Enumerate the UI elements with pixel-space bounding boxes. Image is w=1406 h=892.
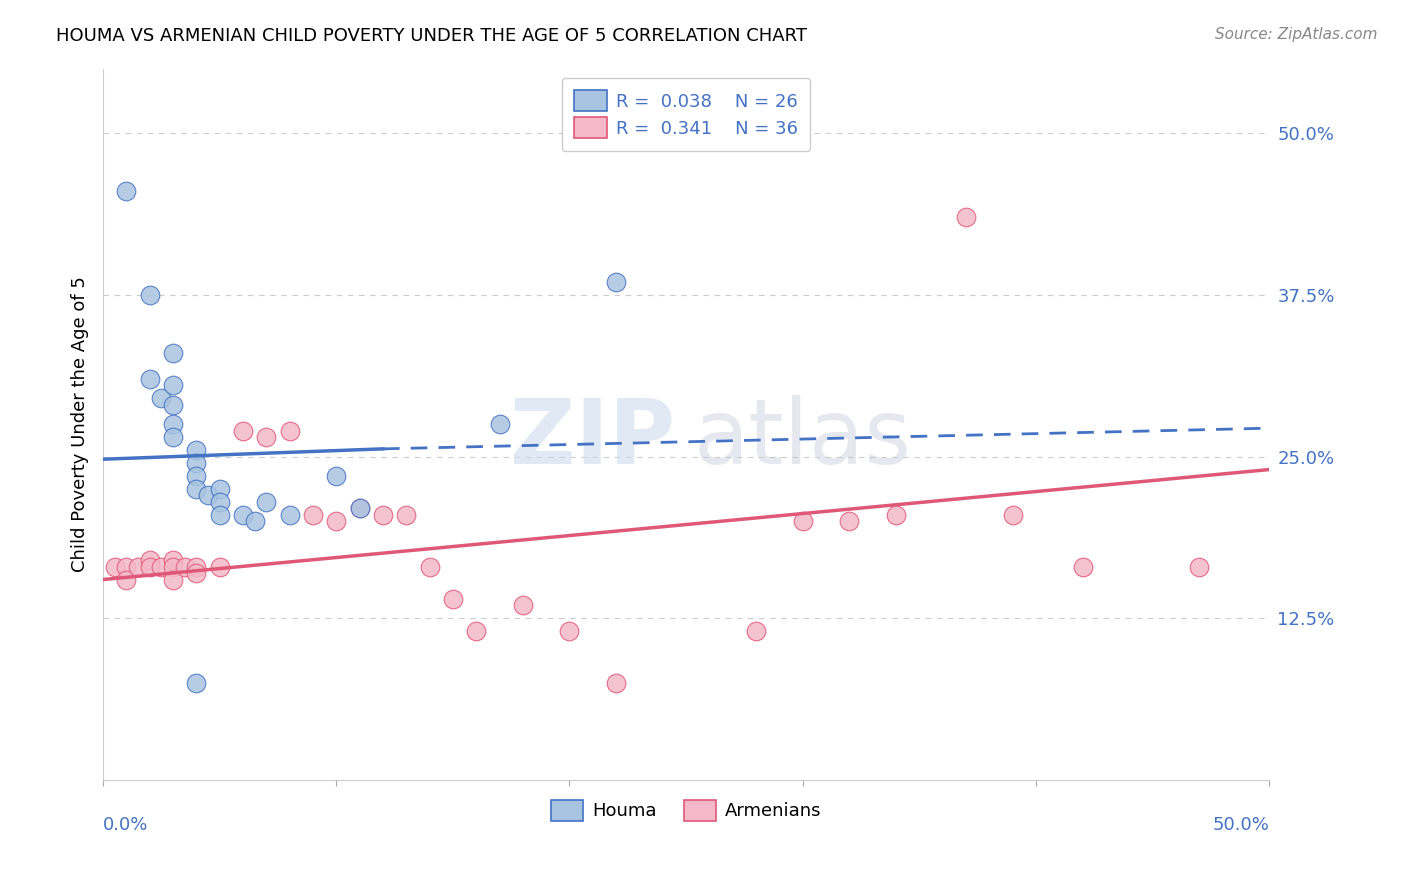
Point xyxy=(465,624,488,639)
Point xyxy=(325,514,347,528)
Point xyxy=(745,624,768,639)
Point xyxy=(254,495,277,509)
Text: 50.0%: 50.0% xyxy=(1212,815,1270,834)
Legend: Houma, Armenians: Houma, Armenians xyxy=(543,793,830,828)
Point xyxy=(104,559,127,574)
Point xyxy=(186,456,208,470)
Point xyxy=(208,482,231,496)
Point xyxy=(1001,508,1024,522)
Text: ZIP: ZIP xyxy=(510,394,675,483)
Point xyxy=(150,392,173,406)
Point xyxy=(139,553,162,567)
Point xyxy=(232,424,254,438)
Point xyxy=(162,573,184,587)
Point xyxy=(955,211,977,225)
Point xyxy=(162,378,184,392)
Point xyxy=(605,275,627,289)
Point xyxy=(208,495,231,509)
Point xyxy=(115,185,138,199)
Point xyxy=(127,559,149,574)
Point xyxy=(162,559,184,574)
Point xyxy=(349,501,371,516)
Point xyxy=(395,508,418,522)
Point xyxy=(162,553,184,567)
Point xyxy=(1071,559,1094,574)
Point xyxy=(441,591,464,606)
Point xyxy=(162,346,184,360)
Point xyxy=(349,501,371,516)
Point xyxy=(325,469,347,483)
Point xyxy=(208,559,231,574)
Point xyxy=(278,508,301,522)
Point xyxy=(186,469,208,483)
Y-axis label: Child Poverty Under the Age of 5: Child Poverty Under the Age of 5 xyxy=(72,277,89,573)
Point xyxy=(208,508,231,522)
Point xyxy=(186,676,208,690)
Point xyxy=(162,398,184,412)
Point xyxy=(419,559,441,574)
Point xyxy=(838,514,860,528)
Point xyxy=(792,514,814,528)
Point xyxy=(558,624,581,639)
Text: Source: ZipAtlas.com: Source: ZipAtlas.com xyxy=(1215,27,1378,42)
Text: HOUMA VS ARMENIAN CHILD POVERTY UNDER THE AGE OF 5 CORRELATION CHART: HOUMA VS ARMENIAN CHILD POVERTY UNDER TH… xyxy=(56,27,807,45)
Point xyxy=(884,508,907,522)
Point xyxy=(1188,559,1211,574)
Point xyxy=(278,424,301,438)
Point xyxy=(139,559,162,574)
Point xyxy=(371,508,394,522)
Point xyxy=(605,676,627,690)
Point xyxy=(162,417,184,432)
Point xyxy=(243,514,266,528)
Point xyxy=(115,573,138,587)
Point xyxy=(139,288,162,302)
Point xyxy=(197,488,219,502)
Point xyxy=(115,559,138,574)
Point xyxy=(186,566,208,580)
Point xyxy=(173,559,195,574)
Point xyxy=(186,559,208,574)
Point xyxy=(139,372,162,386)
Point xyxy=(186,482,208,496)
Point xyxy=(150,559,173,574)
Point xyxy=(302,508,325,522)
Point xyxy=(512,599,534,613)
Point xyxy=(186,443,208,458)
Point xyxy=(232,508,254,522)
Point xyxy=(162,430,184,444)
Point xyxy=(488,417,510,432)
Point xyxy=(254,430,277,444)
Text: 0.0%: 0.0% xyxy=(103,815,149,834)
Text: atlas: atlas xyxy=(693,394,911,483)
